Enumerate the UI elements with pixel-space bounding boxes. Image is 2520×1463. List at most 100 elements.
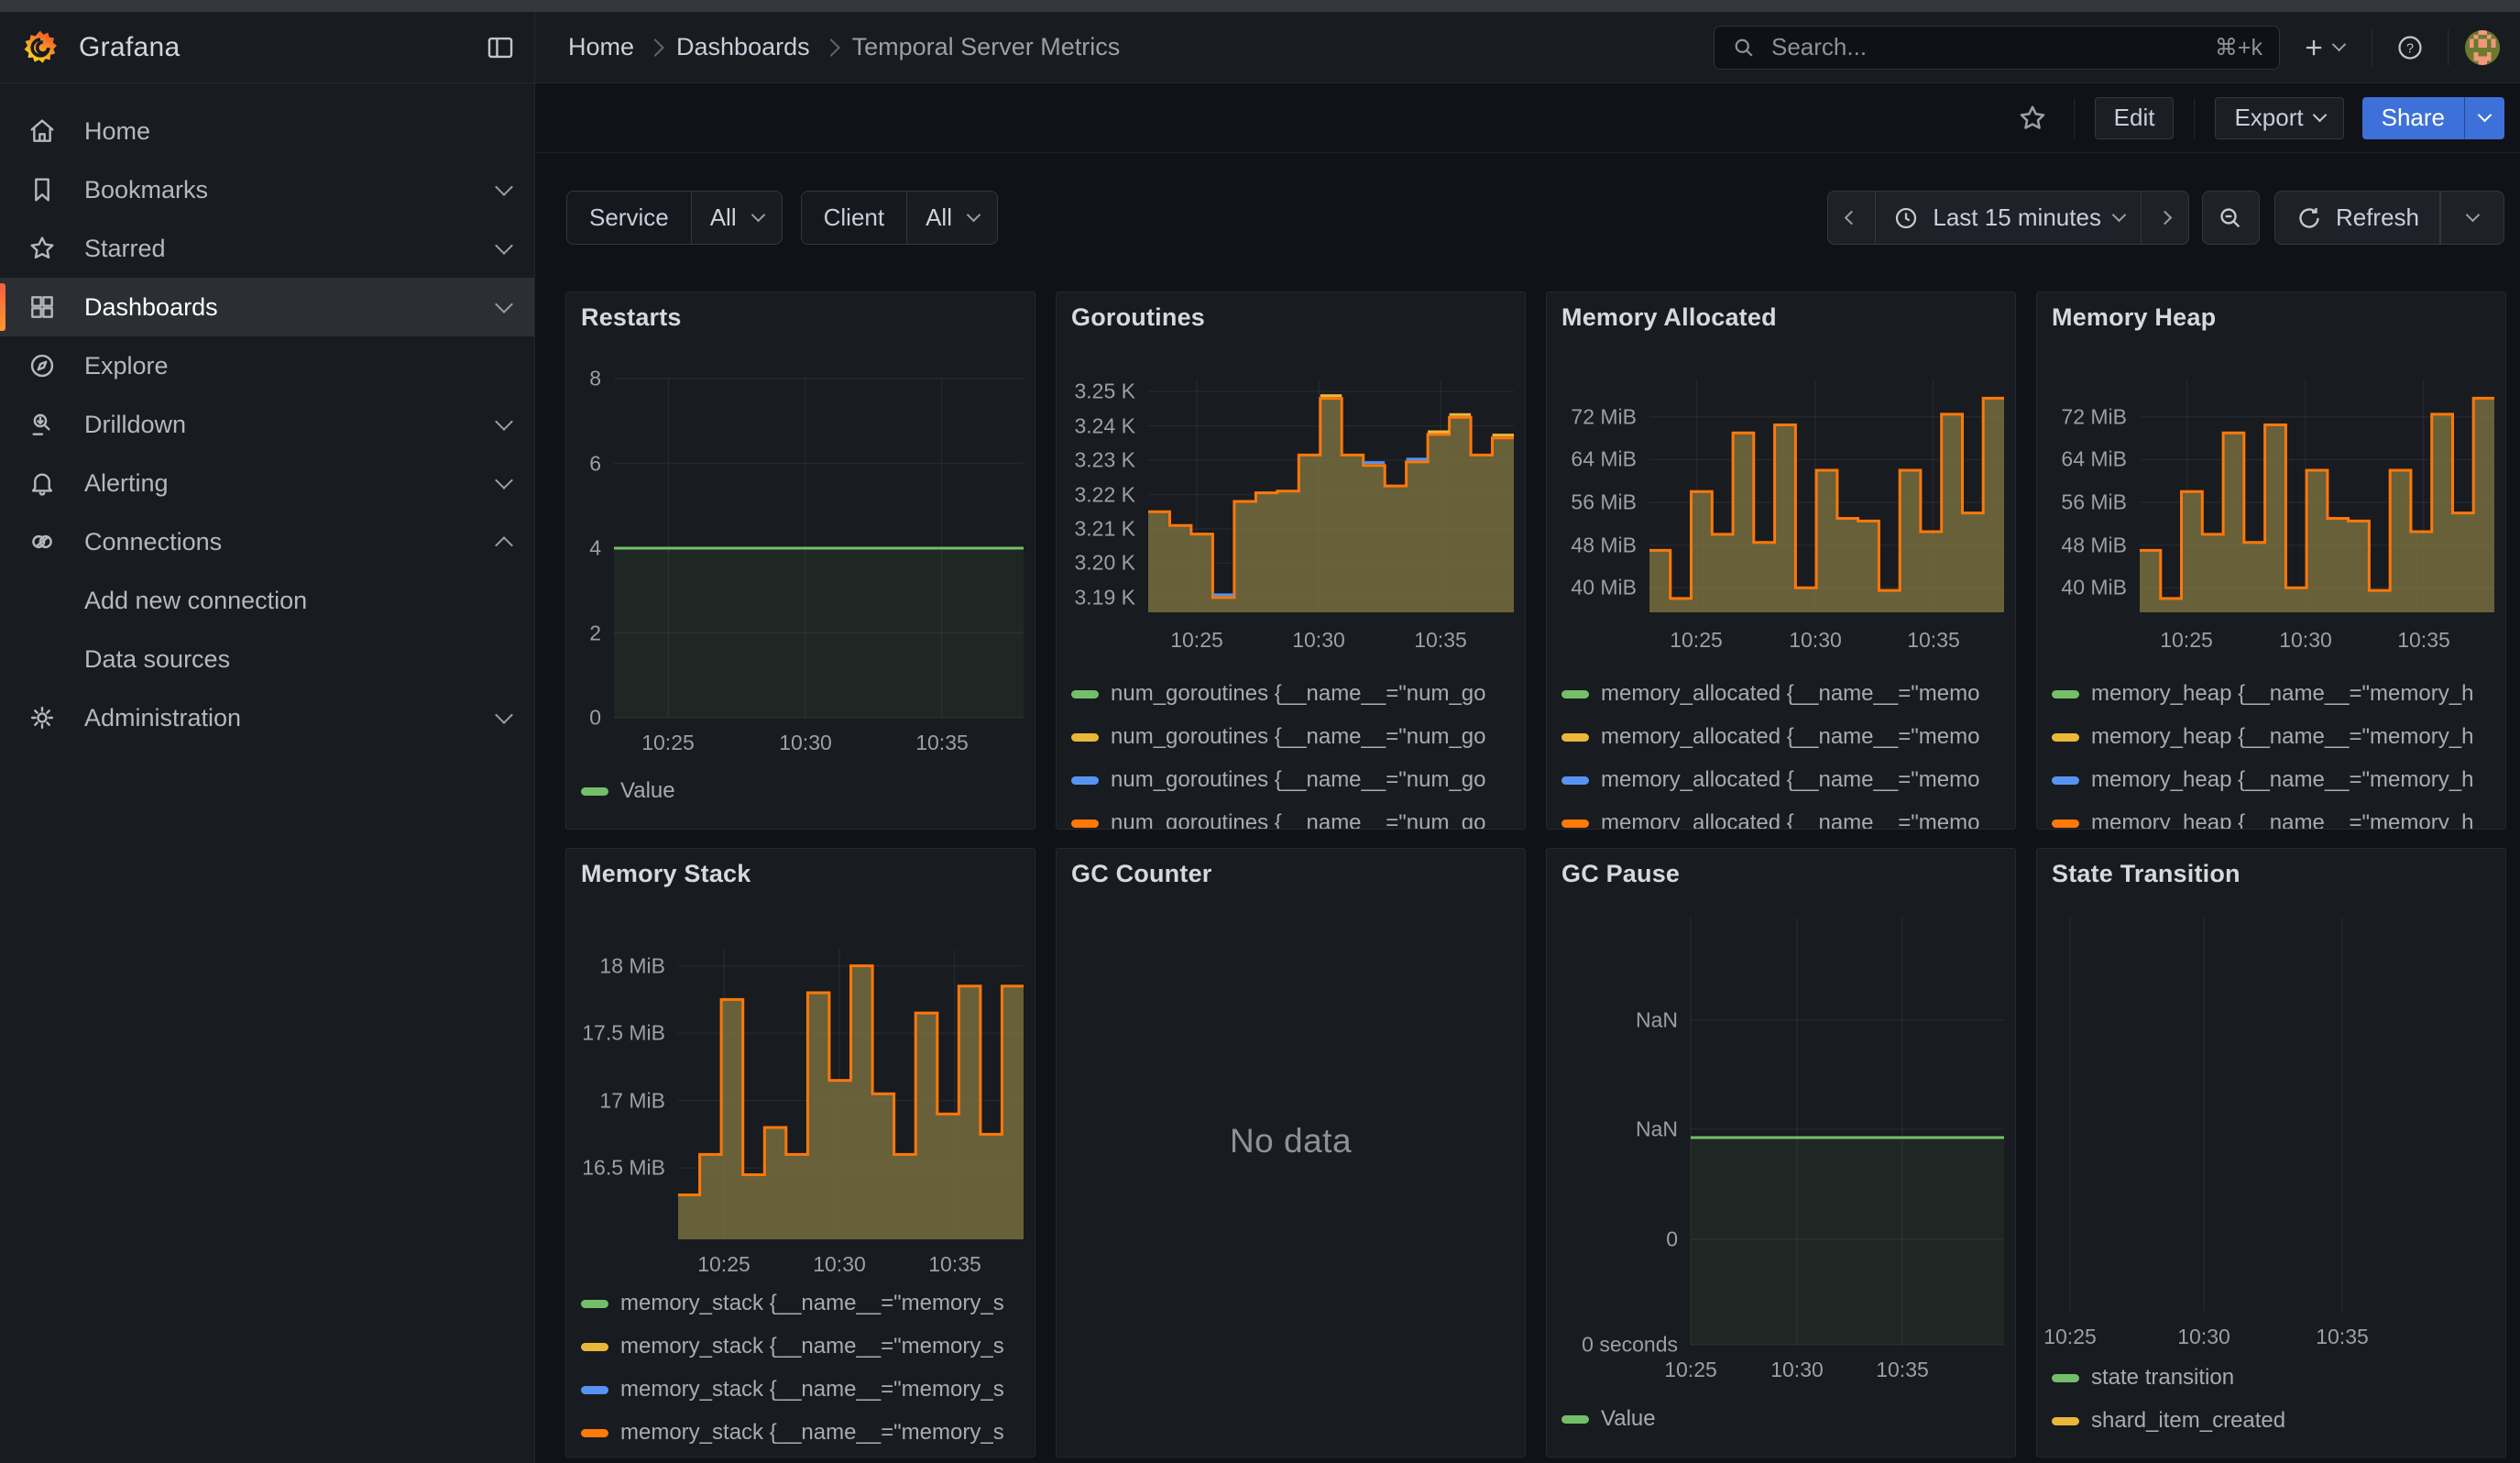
time-shift-forward-button[interactable] (2141, 191, 2189, 245)
legend-series-color (1071, 820, 1099, 828)
legend-item[interactable]: memory_allocated {__name__="memo (1561, 810, 1979, 830)
legend-item[interactable]: memory_heap {__name__="memory_h (2052, 681, 2473, 707)
sidebar-item-dashboards[interactable]: Dashboards (0, 278, 534, 336)
star-icon (0, 234, 84, 263)
time-range-picker[interactable]: Last 15 minutes (1876, 191, 2141, 245)
sidebar-item-label: Connections (84, 528, 498, 556)
sidebar-item-explore[interactable]: Explore (0, 336, 534, 395)
breadcrumb-home[interactable]: Home (568, 33, 634, 61)
legend-item[interactable]: num_goroutines {__name__="num_go (1071, 767, 1486, 793)
breadcrumb-separator-icon (822, 38, 840, 57)
y-axis-tick: 6 (566, 451, 601, 476)
x-axis-tick: 10:35 (1876, 1358, 1929, 1382)
sidebar-item-home[interactable]: Home (0, 102, 534, 160)
chevron-down-icon (495, 706, 513, 724)
search-input[interactable] (1769, 32, 2202, 62)
panel-title[interactable]: GC Pause (1561, 860, 1680, 888)
panel-left-toggle-icon[interactable] (479, 27, 521, 69)
add-new-button[interactable] (2289, 27, 2355, 69)
legend-item[interactable]: memory_allocated {__name__="memo (1561, 767, 1979, 793)
sidebar-item-label: Administration (84, 704, 498, 732)
legend-series-color (1071, 733, 1099, 742)
panel-state-transition: State Transition10:2510:3010:35state tra… (2036, 848, 2506, 1458)
sidebar-item-connections[interactable]: Connections (0, 512, 534, 571)
panel-title[interactable]: Memory Stack (581, 860, 751, 888)
chevron-down-icon (2112, 208, 2127, 223)
refresh-button[interactable]: Refresh (2274, 191, 2440, 245)
y-axis-tick: NaN (1547, 1007, 1678, 1032)
legend-item[interactable]: num_goroutines {__name__="num_go (1071, 681, 1486, 707)
legend-item[interactable]: memory_stack {__name__="memory_s (581, 1377, 1004, 1402)
legend-series-color (2052, 1417, 2079, 1425)
export-button[interactable]: Export (2215, 97, 2343, 139)
legend-series-label: num_goroutines {__name__="num_go (1111, 810, 1486, 830)
sidebar-item-administration[interactable]: Administration (0, 688, 534, 747)
panel-title[interactable]: Restarts (581, 303, 682, 332)
chevron-down-icon (2478, 108, 2493, 123)
sidebar-item-alerting[interactable]: Alerting (0, 454, 534, 512)
sidebar-item-drilldown[interactable]: Drilldown (0, 395, 534, 454)
x-axis-tick: 10:35 (1414, 628, 1467, 653)
legend-series-label: num_goroutines {__name__="num_go (1111, 724, 1486, 750)
legend-item[interactable]: Value (581, 778, 675, 804)
search-box[interactable]: ⌘+k (1714, 26, 2280, 70)
panel-title[interactable]: GC Counter (1071, 860, 1212, 888)
star-icon[interactable] (2011, 97, 2054, 139)
breadcrumb-dashboards[interactable]: Dashboards (676, 33, 810, 61)
panel-title[interactable]: Memory Allocated (1561, 303, 1777, 332)
avatar[interactable] (2465, 30, 2500, 65)
svg-text:?: ? (2406, 41, 2414, 56)
legend-item[interactable]: memory_stack {__name__="memory_s (581, 1291, 1004, 1316)
legend-item[interactable]: num_goroutines {__name__="num_go (1071, 724, 1486, 750)
legend-series-label: memory_stack {__name__="memory_s (620, 1291, 1004, 1316)
legend-item[interactable]: num_goroutines {__name__="num_go (1071, 810, 1486, 830)
share-button[interactable]: Share (2362, 97, 2464, 139)
legend-series-label: Value (1601, 1406, 1656, 1432)
share-dropdown-button[interactable] (2464, 97, 2504, 139)
x-axis-tick: 10:30 (779, 731, 832, 755)
legend-item[interactable]: shard_item_created (2052, 1408, 2285, 1434)
help-icon[interactable]: ? (2389, 27, 2431, 69)
chevron-down-icon (495, 295, 513, 314)
legend-series-label: memory_allocated {__name__="memo (1601, 681, 1979, 707)
legend-item[interactable]: memory_allocated {__name__="memo (1561, 681, 1979, 707)
sidebar-item-starred[interactable]: Starred (0, 219, 534, 278)
legend-item[interactable]: memory_heap {__name__="memory_h (2052, 810, 2473, 830)
client-filter[interactable]: Client All (801, 191, 998, 245)
legend-item[interactable]: Value (1561, 1406, 1656, 1432)
time-shift-back-button[interactable] (1827, 191, 1876, 245)
sidebar-item-bookmarks[interactable]: Bookmarks (0, 160, 534, 219)
y-axis-tick: 0 seconds (1547, 1333, 1678, 1358)
legend-item[interactable]: memory_heap {__name__="memory_h (2052, 767, 2473, 793)
legend-item[interactable]: memory_heap {__name__="memory_h (2052, 724, 2473, 750)
service-filter[interactable]: Service All (566, 191, 783, 245)
y-axis-tick: 3.20 K (1057, 551, 1135, 576)
divider (2194, 98, 2195, 138)
sidebar-item-data-sources[interactable]: Data sources (0, 630, 534, 688)
legend-item[interactable]: memory_allocated {__name__="memo (1561, 724, 1979, 750)
y-axis-tick: 17.5 MiB (566, 1021, 665, 1046)
refresh-interval-dropdown[interactable] (2440, 191, 2504, 245)
panel-title[interactable]: State Transition (2052, 860, 2241, 888)
y-axis-tick: 56 MiB (1547, 490, 1637, 514)
edit-button[interactable]: Edit (2095, 97, 2175, 139)
chevron-up-icon (495, 536, 513, 555)
search-shortcut: ⌘+k (2215, 34, 2263, 61)
x-axis-tick: 10:25 (2043, 1325, 2097, 1349)
panel-title[interactable]: Memory Heap (2052, 303, 2216, 332)
panel-title[interactable]: Goroutines (1071, 303, 1205, 332)
y-axis-tick: 64 MiB (1547, 447, 1637, 472)
legend-item[interactable]: state transition (2052, 1365, 2234, 1391)
legend-series-label: memory_stack {__name__="memory_s (620, 1334, 1004, 1359)
home-icon (0, 116, 84, 146)
y-axis-tick: 40 MiB (2037, 576, 2127, 600)
legend-series-color (2052, 690, 2079, 698)
sidebar-item-add-new-connection[interactable]: Add new connection (0, 571, 534, 630)
time-range-label: Last 15 minutes (1933, 204, 2101, 232)
legend-series-label: state transition (2091, 1365, 2234, 1391)
zoom-out-button[interactable] (2202, 191, 2260, 245)
legend-item[interactable]: memory_stack {__name__="memory_s (581, 1420, 1004, 1446)
legend-item[interactable]: memory_stack {__name__="memory_s (581, 1334, 1004, 1359)
legend-series-label: memory_heap {__name__="memory_h (2091, 681, 2473, 707)
service-filter-label: Service (567, 192, 692, 244)
